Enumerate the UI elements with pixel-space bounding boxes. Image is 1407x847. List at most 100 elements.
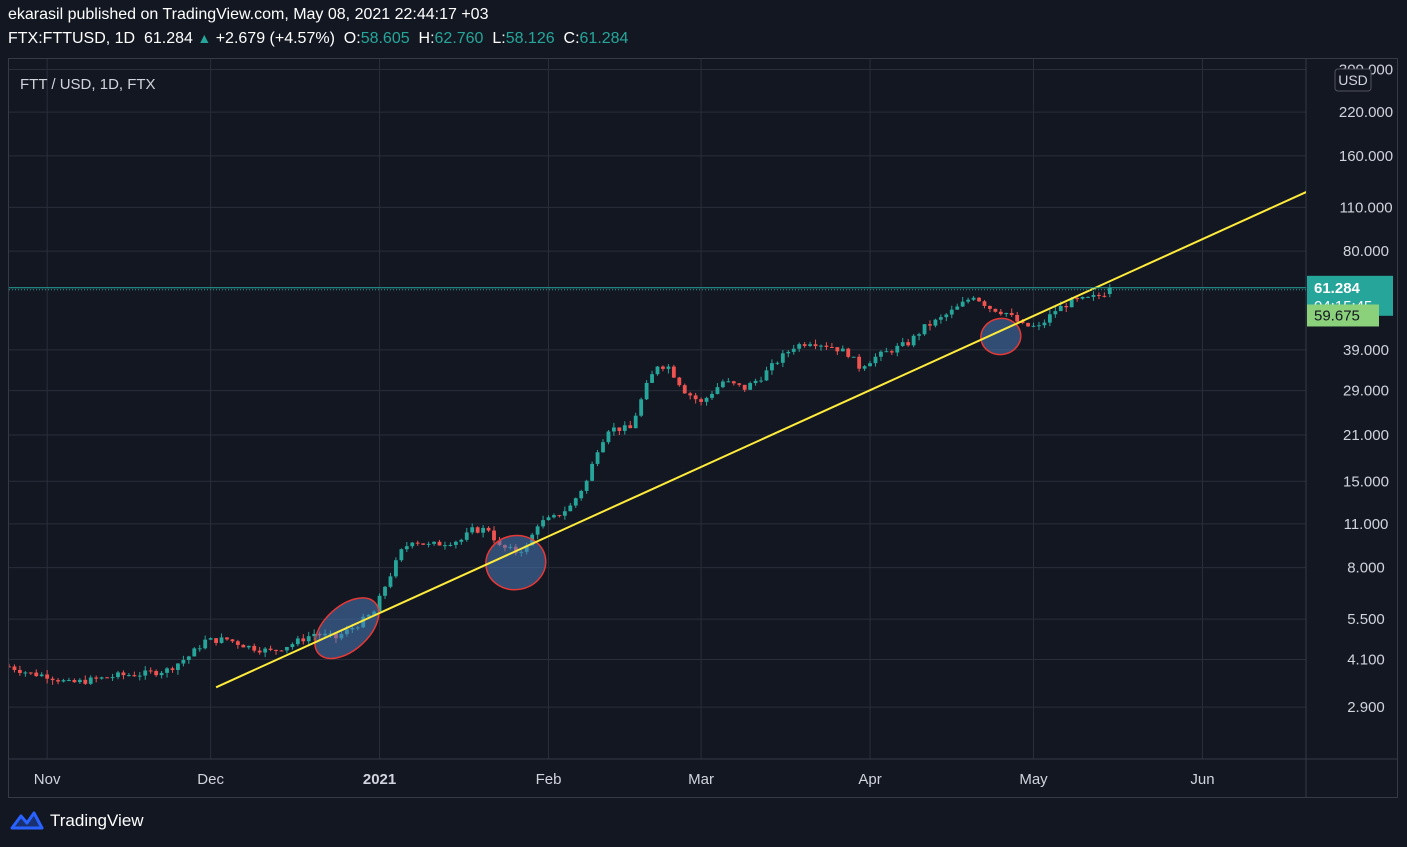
candle-body xyxy=(56,680,60,682)
candle-down xyxy=(9,663,11,668)
price-chart[interactable]: FTT / USD, 1D, FTX300.000220.000160.0001… xyxy=(9,59,1397,797)
candle-body xyxy=(862,366,867,369)
candle-up xyxy=(541,515,545,529)
candle-up xyxy=(971,296,976,301)
candle-body xyxy=(279,650,284,652)
candle-body xyxy=(884,351,889,353)
candle-body xyxy=(720,381,725,388)
candle-up xyxy=(1031,322,1036,328)
candle-body xyxy=(851,356,856,358)
candle-body xyxy=(257,650,262,653)
candle-down xyxy=(737,383,742,387)
candle-down xyxy=(45,670,50,684)
candle-body xyxy=(780,353,785,363)
candle-down xyxy=(486,526,491,533)
candle-up xyxy=(949,305,954,319)
candle-down xyxy=(154,669,159,677)
candle-body xyxy=(966,299,971,302)
y-tick-label: 39.000 xyxy=(1343,342,1389,359)
candle-up xyxy=(186,655,191,664)
candle-body xyxy=(252,645,257,651)
candle-up xyxy=(900,337,905,347)
candle-up xyxy=(622,421,627,435)
candle-down xyxy=(557,514,562,518)
candle-up xyxy=(764,366,769,381)
candle-up xyxy=(110,673,115,681)
candle-up xyxy=(791,344,796,355)
candle-body xyxy=(595,452,600,464)
candle-body xyxy=(197,648,202,650)
candle-body xyxy=(644,382,649,400)
candle-body xyxy=(437,541,442,546)
candle-body xyxy=(846,348,851,357)
candle-down xyxy=(731,380,736,386)
candle-body xyxy=(154,671,159,676)
candle-body xyxy=(998,311,1003,315)
candle-up xyxy=(1047,309,1052,327)
candle-up xyxy=(922,324,927,336)
candle-up xyxy=(453,540,458,549)
grid-lines xyxy=(9,59,1306,759)
candle-up xyxy=(770,359,774,375)
candle-body xyxy=(9,666,11,668)
low-label: L: xyxy=(492,30,506,47)
y-tick-label: 29.000 xyxy=(1343,383,1389,400)
candle-down xyxy=(421,543,426,546)
candle-up xyxy=(966,297,971,304)
candle-up xyxy=(644,380,649,401)
candle-up xyxy=(633,412,638,429)
candle-up xyxy=(88,675,93,685)
candle-body xyxy=(731,381,736,384)
candle-body xyxy=(377,595,382,612)
x-tick-label: Nov xyxy=(34,771,61,788)
candle-body xyxy=(1015,314,1020,322)
candle-down xyxy=(56,678,60,685)
candle-body xyxy=(1037,325,1041,327)
candle-body xyxy=(28,672,33,674)
candle-up xyxy=(911,334,916,348)
candle-body xyxy=(606,431,611,443)
candle-up xyxy=(39,672,44,677)
candle-down xyxy=(17,665,22,676)
candle-body xyxy=(977,297,981,302)
candle-body xyxy=(1069,298,1074,308)
candle-body xyxy=(448,544,453,546)
candle-up xyxy=(67,677,71,682)
candle-body xyxy=(464,532,469,540)
candle-body xyxy=(546,517,551,521)
candle-up xyxy=(192,647,197,657)
candle-up xyxy=(862,365,867,371)
prev-close-tag xyxy=(1307,304,1379,327)
candle-up xyxy=(377,593,382,612)
candle-up xyxy=(208,637,213,640)
candle-up xyxy=(933,318,938,328)
candle-body xyxy=(148,670,153,672)
candle-up xyxy=(808,341,812,348)
candle-body xyxy=(34,672,39,677)
candle-up xyxy=(394,557,398,579)
high-label: H: xyxy=(418,30,435,47)
candle-body xyxy=(12,666,17,670)
candle-down xyxy=(72,678,77,683)
candle-body xyxy=(241,644,246,648)
open-value: 58.605 xyxy=(360,30,410,47)
candle-up xyxy=(590,461,595,482)
candle-body xyxy=(170,668,175,670)
candle-body xyxy=(181,659,186,664)
candle-down xyxy=(677,376,682,387)
candle-body xyxy=(671,366,676,378)
candle-body xyxy=(1031,325,1036,327)
candle-up xyxy=(868,360,872,367)
candle-up xyxy=(399,548,404,562)
candle-body xyxy=(475,527,480,533)
candle-body xyxy=(857,356,862,369)
candle-up xyxy=(819,344,823,351)
candle-body xyxy=(611,427,616,432)
candle-up xyxy=(1053,306,1058,318)
x-tick-label: Dec xyxy=(197,771,224,788)
last-price-value: 61.284 xyxy=(144,30,193,47)
candle-up xyxy=(443,541,447,550)
chart-frame[interactable]: FTT / USD, 1D, FTX300.000220.000160.0001… xyxy=(8,58,1398,798)
tradingview-footer[interactable]: TradingView xyxy=(10,810,144,832)
candle-down xyxy=(50,676,55,685)
